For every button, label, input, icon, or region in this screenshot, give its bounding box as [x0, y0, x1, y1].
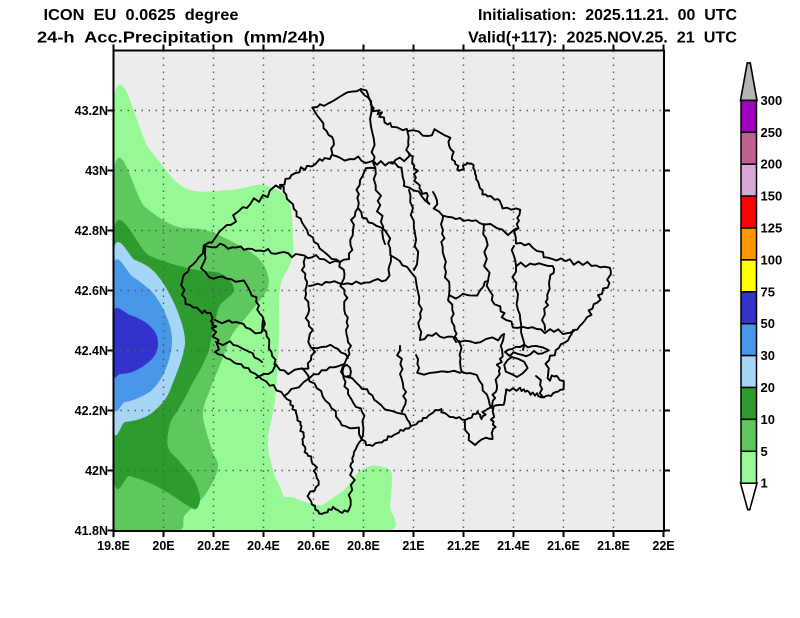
svg-text:Valid(+117): 2025.NOV.25. 21: Valid(+117): 2025.NOV.25. 21 UTC: [468, 30, 737, 47]
svg-text:22E: 22E: [652, 539, 674, 553]
svg-text:75: 75: [761, 284, 775, 299]
svg-text:250: 250: [761, 125, 783, 140]
svg-text:42.8N: 42.8N: [75, 224, 108, 238]
svg-text:21.8E: 21.8E: [597, 539, 630, 553]
svg-text:41.8N: 41.8N: [75, 524, 108, 538]
svg-text:30: 30: [761, 348, 775, 363]
svg-text:21E: 21E: [402, 539, 424, 553]
svg-text:300: 300: [761, 93, 783, 108]
svg-text:21.4E: 21.4E: [497, 539, 530, 553]
svg-text:20.6E: 20.6E: [297, 539, 330, 553]
svg-text:20.2E: 20.2E: [197, 539, 230, 553]
svg-text:43.2N: 43.2N: [75, 104, 108, 118]
svg-text:150: 150: [761, 189, 783, 204]
svg-text:42.6N: 42.6N: [75, 284, 108, 298]
svg-text:43N: 43N: [85, 164, 108, 178]
svg-text:21.2E: 21.2E: [447, 539, 480, 553]
svg-text:20: 20: [761, 380, 775, 395]
svg-text:21.6E: 21.6E: [547, 539, 580, 553]
svg-text:42.4N: 42.4N: [75, 344, 108, 358]
svg-text:20.4E: 20.4E: [247, 539, 280, 553]
svg-text:5: 5: [761, 444, 768, 459]
svg-text:24-h Acc.Precipitation (mm/2: 24-h Acc.Precipitation (mm/24h): [37, 30, 325, 47]
svg-text:42.2N: 42.2N: [75, 404, 108, 418]
svg-text:200: 200: [761, 157, 783, 172]
svg-text:ICON EU 0.0625 degree: ICON EU 0.0625 degree: [44, 7, 239, 24]
svg-text:20E: 20E: [152, 539, 174, 553]
svg-text:100: 100: [761, 252, 783, 267]
svg-text:19.8E: 19.8E: [97, 539, 130, 553]
svg-text:42N: 42N: [85, 464, 108, 478]
svg-text:Initialisation: 2025.11.21.: Initialisation: 2025.11.21. 00 UTC: [478, 7, 737, 24]
svg-text:10: 10: [761, 412, 775, 427]
svg-text:1: 1: [761, 476, 768, 491]
svg-text:20.8E: 20.8E: [347, 539, 380, 553]
svg-text:50: 50: [761, 316, 775, 331]
svg-text:125: 125: [761, 221, 783, 236]
